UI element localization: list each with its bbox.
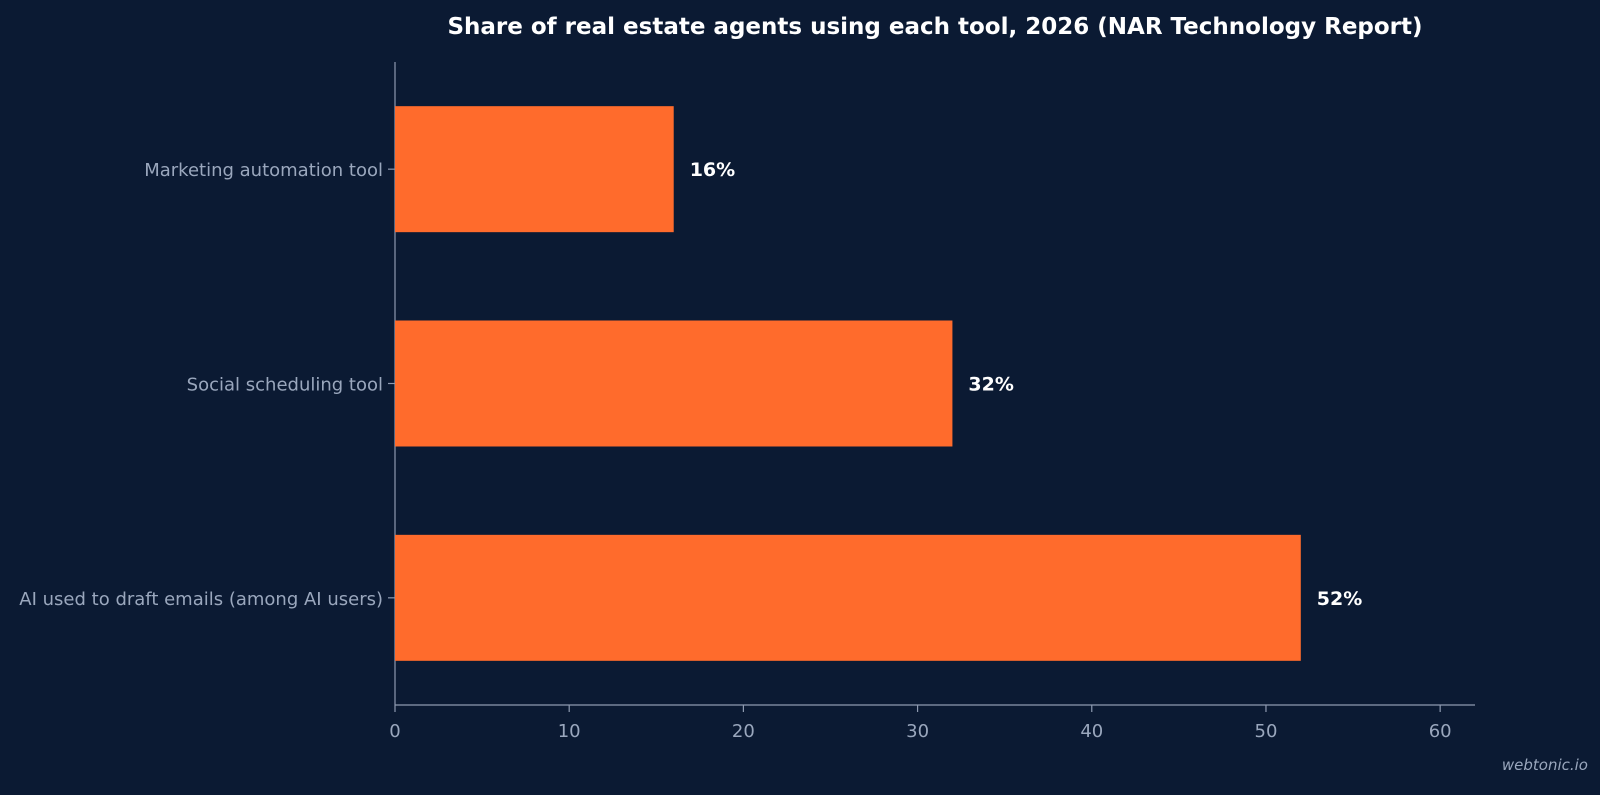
value-label: 52% [1317,588,1362,610]
plot-area: 0 10 20 30 40 50 60 Marketing automation tool 16… [19,62,1475,742]
value-label: 32% [968,374,1013,396]
category-label: Marketing automation tool [144,160,383,181]
x-tick-label: 40 [1080,721,1103,742]
bar [395,106,674,233]
bar [395,534,1301,661]
x-tick-label: 50 [1255,721,1278,742]
x-tick-label: 30 [906,721,929,742]
x-tick-label: 10 [558,721,581,742]
category-label: Social scheduling tool [187,375,383,396]
x-tick-label: 60 [1429,721,1452,742]
bar [395,320,953,447]
value-label: 16% [690,159,735,181]
watermark: webtonic.io [1502,756,1588,774]
x-tick-label: 20 [732,721,755,742]
x-tick-label: 0 [389,721,400,742]
category-label: AI used to draft emails (among AI users) [19,589,383,610]
chart-title: Share of real estate agents using each t… [447,14,1422,40]
